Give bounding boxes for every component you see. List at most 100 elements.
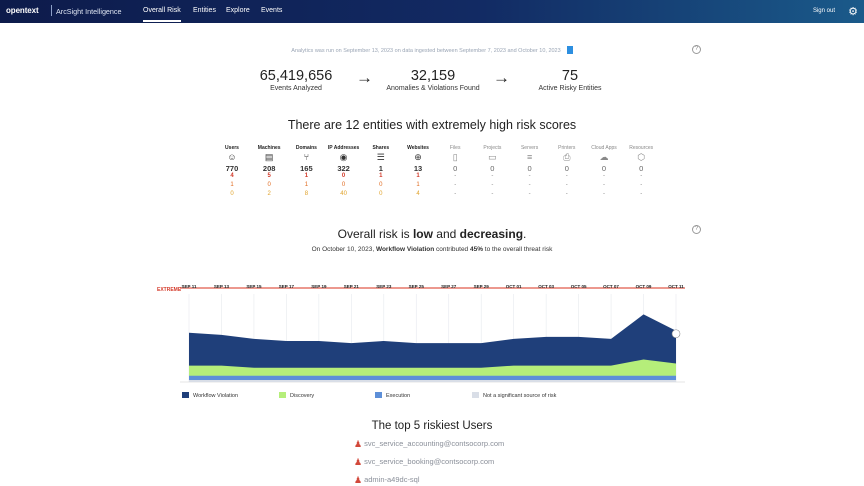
risk-sub-suffix: to the overall threat risk bbox=[483, 246, 553, 253]
entity-column[interactable]: Cloud Apps ☁ 0- - - bbox=[587, 145, 621, 200]
entity-medium-count: 40 bbox=[340, 191, 347, 197]
entity-summary-grid: Users ☺ 770 4 1 0 Machines ▤ 208 5 0 2 Domains ⑂ 165 1 1… bbox=[215, 145, 655, 205]
sign-out-link[interactable]: Sign out bbox=[812, 8, 835, 14]
risky-user-name: svc_service_accounting@contsocorp.com bbox=[364, 439, 505, 448]
entity-high-count: - bbox=[528, 182, 531, 188]
entity-extreme-count: 5 bbox=[267, 173, 271, 179]
x-tick-label: SEP 17 bbox=[279, 284, 295, 289]
entity-column[interactable]: Websites ⊕ 13 1 1 4 bbox=[401, 145, 435, 200]
legend-not-significant[interactable]: Not a significant source of risk bbox=[472, 392, 556, 399]
entity-high-count: 1 bbox=[416, 182, 420, 188]
x-tick-label: SEP 11 bbox=[182, 284, 197, 289]
entity-extreme-count: 1 bbox=[416, 173, 420, 179]
entity-total: 322 bbox=[337, 164, 350, 173]
analytics-note-text: Analytics was run on September 13, 2023 … bbox=[291, 48, 561, 54]
entity-column[interactable]: Projects ▭ 0- - - bbox=[475, 145, 509, 200]
folder-icon: ▭ bbox=[488, 152, 497, 162]
stat-anomalies: 32,159 Anomalies & Violations Found bbox=[378, 68, 488, 92]
help-icon[interactable]: ? bbox=[692, 45, 701, 54]
legend-label: Workflow Violation bbox=[193, 393, 239, 399]
entity-high-count: 0 bbox=[341, 182, 346, 188]
legend-execution[interactable]: Execution bbox=[375, 392, 410, 399]
entity-medium-count: 8 bbox=[304, 191, 309, 197]
x-tick-label: OCT 07 bbox=[603, 284, 619, 289]
entity-high-count: - bbox=[603, 182, 605, 188]
entity-extreme-count: 0 bbox=[341, 173, 346, 179]
x-tick-label: OCT 05 bbox=[571, 284, 587, 289]
x-tick-label: SEP 29 bbox=[474, 284, 490, 289]
brand-logo[interactable]: opentext bbox=[6, 6, 39, 15]
entity-column[interactable]: Resources ⬡ 0- - - bbox=[624, 145, 658, 200]
tab-explore[interactable]: Explore bbox=[226, 7, 250, 14]
x-tick-label: SEP 21 bbox=[344, 284, 360, 289]
stat-value: 32,159 bbox=[410, 68, 456, 84]
legend-workflow-violation[interactable]: Workflow Violation bbox=[182, 392, 238, 399]
server-icon: ≡ bbox=[526, 152, 533, 162]
legend-label: Discovery bbox=[290, 393, 315, 399]
x-tick-label: SEP 23 bbox=[376, 284, 392, 289]
extreme-label: EXTREME bbox=[157, 287, 182, 293]
entity-name: Websites bbox=[407, 145, 429, 151]
entity-name: Machines bbox=[257, 145, 281, 151]
x-tick-label: SEP 25 bbox=[409, 284, 425, 289]
document-icon[interactable] bbox=[566, 46, 573, 54]
tab-overall-risk[interactable]: Overall Risk bbox=[143, 7, 181, 22]
entity-column[interactable]: Shares ☰ 1 1 0 0 bbox=[364, 145, 398, 200]
x-tick-label: OCT 03 bbox=[538, 284, 554, 289]
top-nav-bar: opentext ArcSight Intelligence Overall R… bbox=[0, 0, 864, 23]
arrow-right-icon: → bbox=[356, 68, 373, 87]
legend-swatch bbox=[279, 392, 286, 398]
help-icon[interactable]: ? bbox=[692, 225, 701, 234]
user-icon: ♟ bbox=[354, 475, 363, 485]
entity-total: 13 bbox=[413, 164, 423, 173]
ip-icon: ◉ bbox=[339, 152, 348, 162]
entity-total: 0 bbox=[639, 164, 644, 173]
entity-column[interactable]: Domains ⑂ 165 1 1 8 bbox=[289, 145, 323, 200]
cube-icon: ⬡ bbox=[637, 152, 646, 162]
domain-icon: ⑂ bbox=[303, 152, 310, 162]
risky-user-link[interactable]: ♟ admin-a49dc-sql bbox=[354, 475, 420, 486]
share-icon: ☰ bbox=[376, 152, 385, 162]
legend-discovery[interactable]: Discovery bbox=[279, 392, 314, 399]
entity-name: Files bbox=[449, 145, 461, 151]
entity-column[interactable]: Servers ≡ 0- - - bbox=[513, 145, 547, 200]
entity-total: 0 bbox=[601, 164, 607, 173]
entity-high-count: - bbox=[491, 182, 494, 188]
entity-medium-count: - bbox=[491, 191, 494, 197]
entity-name: Projects bbox=[483, 145, 502, 151]
stat-risky-entities: 75 Active Risky Entities bbox=[528, 68, 612, 92]
entity-medium-count: 4 bbox=[416, 191, 420, 197]
entity-extreme-count: - bbox=[528, 173, 531, 179]
entity-name: Servers bbox=[520, 145, 539, 151]
entity-extreme-count: 1 bbox=[379, 173, 383, 179]
risky-user-name: svc_service_booking@contsocorp.com bbox=[364, 457, 495, 466]
gear-icon[interactable]: ⚙ bbox=[848, 6, 858, 18]
arrow-right-icon: → bbox=[493, 68, 510, 87]
entity-high-count: 1 bbox=[230, 182, 234, 188]
entity-total: 1 bbox=[378, 164, 383, 173]
entity-column[interactable]: Files ▯ 0- - - bbox=[438, 145, 472, 200]
entity-name: Resources bbox=[629, 145, 654, 151]
entity-name: Printers bbox=[558, 145, 576, 151]
entity-name: Shares bbox=[372, 145, 390, 151]
tab-events[interactable]: Events bbox=[261, 7, 283, 14]
entity-extreme-count: - bbox=[565, 173, 568, 179]
tab-entities[interactable]: Entities bbox=[193, 7, 216, 14]
x-tick-label: OCT 01 bbox=[506, 284, 522, 289]
legend-swatch bbox=[375, 392, 382, 398]
legend-swatch bbox=[182, 392, 189, 398]
entity-column[interactable]: Printers ⎙ 0- - - bbox=[550, 145, 584, 200]
area-workflow-violation bbox=[189, 314, 676, 382]
entity-column[interactable]: IP Addresses ◉ 322 0 0 40 bbox=[327, 145, 361, 200]
entity-medium-count: - bbox=[640, 191, 643, 197]
entity-column[interactable]: Machines ▤ 208 5 0 2 bbox=[252, 145, 286, 200]
risky-user-link[interactable]: ♟ svc_service_accounting@contsocorp.com bbox=[354, 439, 504, 450]
entity-name: IP Addresses bbox=[327, 145, 360, 151]
legend-label: Execution bbox=[386, 393, 411, 399]
entity-high-count: 1 bbox=[304, 182, 309, 188]
risk-prefix: Overall risk is bbox=[337, 227, 413, 241]
entity-column[interactable]: Users ☺ 770 4 1 0 bbox=[215, 145, 249, 200]
risky-user-link[interactable]: ♟ svc_service_booking@contsocorp.com bbox=[354, 457, 494, 468]
area-not-significant bbox=[189, 380, 676, 382]
